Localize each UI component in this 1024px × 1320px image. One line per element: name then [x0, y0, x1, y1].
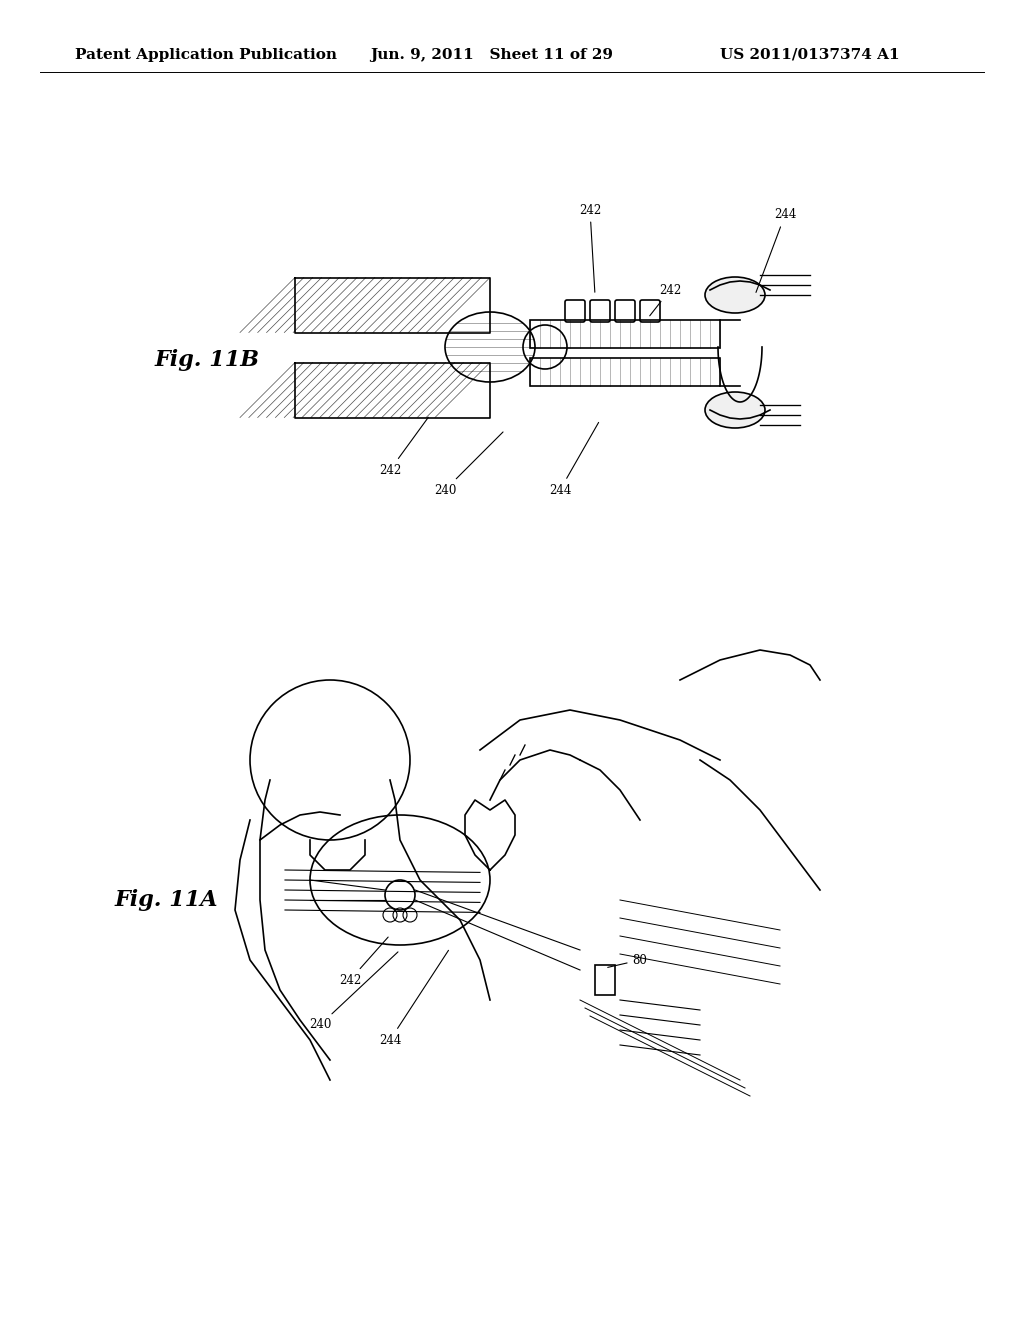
Text: 242: 242 — [579, 203, 601, 292]
Text: 244: 244 — [379, 950, 449, 1047]
Text: Fig. 11B: Fig. 11B — [155, 348, 260, 371]
Text: Patent Application Publication: Patent Application Publication — [75, 48, 337, 62]
Bar — [595, 965, 615, 995]
Ellipse shape — [705, 392, 765, 428]
Text: 244: 244 — [549, 422, 599, 496]
Text: 240: 240 — [434, 432, 503, 496]
Text: US 2011/0137374 A1: US 2011/0137374 A1 — [720, 48, 900, 62]
Text: 242: 242 — [379, 417, 428, 477]
Bar — [530, 319, 720, 348]
Text: 80: 80 — [607, 953, 647, 968]
Bar — [530, 358, 720, 385]
Text: 244: 244 — [756, 209, 797, 293]
Ellipse shape — [705, 277, 765, 313]
Text: Jun. 9, 2011   Sheet 11 of 29: Jun. 9, 2011 Sheet 11 of 29 — [370, 48, 613, 62]
Text: Fig. 11A: Fig. 11A — [115, 888, 218, 911]
Text: 240: 240 — [309, 952, 398, 1031]
Text: 242: 242 — [339, 937, 388, 986]
Text: 242: 242 — [649, 284, 681, 315]
